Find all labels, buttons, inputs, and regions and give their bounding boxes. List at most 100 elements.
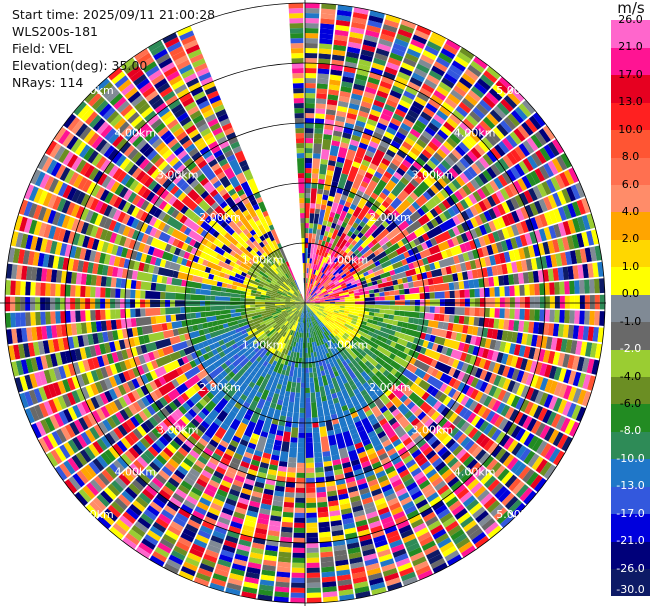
gate-cell — [414, 29, 430, 40]
gate-cell — [317, 244, 321, 250]
gate-cell — [51, 325, 58, 339]
gate-cell — [356, 224, 363, 232]
gate-cell — [330, 413, 338, 420]
gate-cell — [318, 289, 333, 297]
gate-cell — [287, 284, 292, 289]
gate-cell — [470, 60, 485, 74]
gate-cell — [102, 331, 109, 343]
gate-cell — [495, 241, 504, 253]
gate-cell — [338, 416, 348, 428]
gate-cell — [305, 303, 310, 306]
gate-cell — [416, 207, 426, 217]
gate-cell — [401, 385, 414, 398]
gate-cell — [392, 548, 407, 558]
gate-cell — [468, 527, 484, 541]
gate-cell — [414, 452, 425, 463]
gate-cell — [494, 415, 505, 428]
gate-cell — [319, 316, 324, 321]
gate-cell — [551, 158, 563, 173]
gate-cell — [182, 528, 197, 539]
gate-cell — [35, 297, 41, 311]
gate-cell — [95, 286, 101, 298]
gate-cell — [305, 173, 312, 179]
gate-cell — [329, 444, 339, 456]
gate-cell — [67, 363, 76, 377]
gate-cell — [308, 292, 317, 300]
gate-cell — [561, 188, 572, 204]
gate-cell — [338, 584, 353, 592]
gate-cell — [467, 442, 479, 455]
gate-cell — [327, 290, 334, 295]
gate-cell — [128, 528, 143, 542]
gate-cell — [127, 227, 136, 239]
gate-cell — [351, 500, 363, 508]
gate-cell — [297, 296, 302, 300]
gate-cell — [95, 156, 107, 169]
gate-cell — [151, 477, 164, 489]
gate-cell — [475, 123, 488, 136]
gate-cell — [362, 96, 374, 104]
gate-cell — [205, 356, 218, 366]
gate-cell — [534, 229, 543, 243]
gate-cell — [447, 524, 462, 537]
gate-cell — [470, 377, 479, 388]
gate-cell — [248, 279, 260, 286]
gate-cell — [476, 489, 490, 502]
gate-cell — [90, 369, 99, 382]
gate-cell — [215, 296, 231, 301]
gate-cell — [319, 307, 325, 310]
gate-cell — [295, 303, 301, 306]
gate-cell — [330, 222, 337, 229]
gate-cell — [305, 43, 318, 49]
gate-cell — [393, 284, 400, 291]
gate-cell — [366, 118, 378, 127]
gate-cell — [86, 482, 99, 497]
gate-cell — [305, 303, 311, 312]
gate-cell — [319, 385, 326, 397]
gate-cell — [461, 384, 471, 395]
gate-cell — [370, 67, 384, 76]
gate-cell — [415, 565, 431, 576]
gate-cell — [450, 460, 462, 472]
gate-cell — [190, 294, 206, 301]
gate-cell — [80, 386, 90, 400]
gate-cell — [254, 481, 265, 489]
gate-cell — [327, 313, 333, 317]
gate-cell — [511, 210, 520, 223]
gate-cell — [279, 320, 288, 329]
gate-cell — [305, 203, 310, 219]
gate-cell — [449, 426, 460, 438]
gate-cell — [349, 495, 361, 503]
gate-cell — [344, 296, 355, 300]
gate-cell — [315, 259, 320, 266]
gate-cell — [548, 210, 558, 224]
gate-cell — [96, 355, 105, 368]
gate-cell — [341, 425, 349, 433]
gate-cell — [381, 28, 396, 38]
gate-cell — [197, 342, 205, 350]
gate-cell — [225, 288, 242, 295]
gate-cell — [319, 255, 324, 262]
gate-cell — [228, 398, 237, 406]
gate-cell — [223, 273, 230, 280]
gate-cell — [140, 222, 149, 233]
gate-cell — [455, 105, 469, 118]
gate-cell — [334, 265, 340, 271]
gate-cell — [394, 153, 404, 163]
gate-cell — [361, 216, 369, 224]
gate-cell — [439, 512, 454, 524]
gate-cell — [390, 197, 403, 210]
gate-cell — [405, 459, 417, 469]
gate-cell — [146, 165, 158, 176]
gate-cell — [170, 550, 186, 561]
gate-cell — [447, 207, 457, 218]
gate-cell — [408, 392, 421, 404]
gate-cell — [396, 208, 413, 223]
gate-cell — [374, 94, 387, 104]
gate-cell — [378, 38, 393, 48]
gate-cell — [579, 279, 585, 294]
gate-cell — [319, 536, 332, 543]
gate-cell — [315, 391, 321, 398]
gate-cell — [52, 255, 60, 269]
gate-cell — [163, 192, 174, 203]
